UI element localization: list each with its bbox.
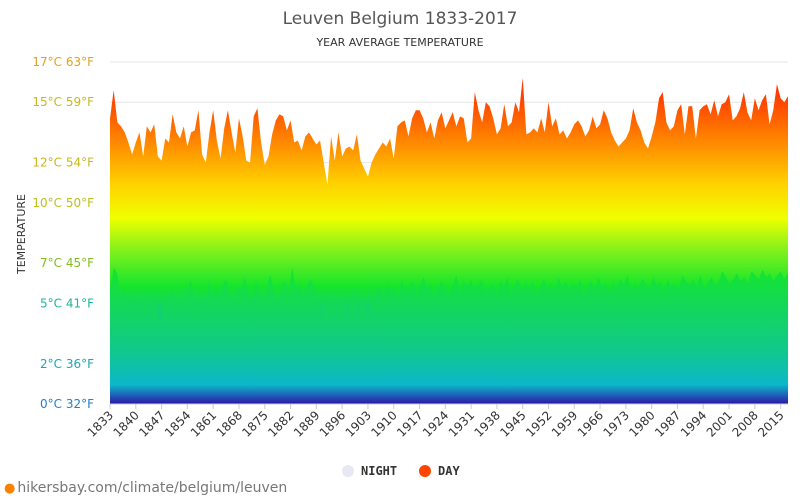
y-tick-label: 2°C 36°F: [40, 357, 94, 371]
legend-night-swatch[interactable]: [342, 465, 354, 477]
x-tick-label: 1924: [420, 408, 451, 439]
y-axis-label: TEMPERATURE: [15, 194, 28, 275]
x-tick-label: 1917: [394, 408, 425, 439]
x-tick-label: 2001: [704, 408, 735, 439]
x-tick-label: 1833: [85, 408, 116, 439]
x-tick-label: 1959: [549, 408, 580, 439]
x-tick-label: 1987: [652, 408, 683, 439]
x-tick-label: 1854: [162, 408, 193, 439]
legend: NIGHT DAY: [342, 464, 460, 478]
y-tick-label: 12°C 54°F: [32, 156, 94, 170]
x-tick-label: 1938: [472, 408, 503, 439]
series-night-area[interactable]: [110, 267, 788, 404]
y-tick-label: 7°C 45°F: [40, 256, 94, 270]
x-tick-label: 1966: [575, 408, 606, 439]
y-tick-label: 10°C 50°F: [32, 196, 94, 210]
x-tick-label: 2008: [729, 408, 760, 439]
x-tick-label: 1903: [343, 408, 374, 439]
legend-day-swatch[interactable]: [419, 465, 431, 477]
legend-day-label[interactable]: DAY: [438, 464, 460, 478]
x-tick-label: 1931: [446, 408, 477, 439]
x-tick-label: 1980: [626, 408, 657, 439]
x-tick-label: 1952: [523, 408, 554, 439]
y-tick-label: 17°C 63°F: [32, 55, 94, 69]
x-tick-label: 1847: [136, 408, 167, 439]
x-tick-label: 1910: [368, 408, 399, 439]
x-axis-ticks: 1833184018471854186118681875188218891896…: [85, 404, 787, 440]
x-tick-label: 1896: [317, 408, 348, 439]
x-tick-label: 1882: [265, 408, 296, 439]
y-tick-label: 0°C 32°F: [40, 397, 94, 411]
x-tick-label: 1945: [497, 408, 528, 439]
x-tick-label: 1973: [600, 408, 631, 439]
x-tick-label: 1889: [291, 408, 322, 439]
chart-title: Leuven Belgium 1833-2017: [283, 9, 518, 29]
x-tick-label: 1994: [678, 408, 709, 439]
y-tick-label: 5°C 41°F: [40, 296, 94, 310]
y-tick-label: 15°C 59°F: [32, 95, 94, 109]
source-text: hikersbay.com/climate/belgium/leuven: [17, 480, 288, 496]
plot-areas: [110, 78, 788, 405]
x-tick-label: 1868: [214, 408, 245, 439]
location-pin-icon: ●: [4, 481, 16, 496]
source-link[interactable]: ● hikersbay.com/climate/belgium/leuven: [4, 480, 287, 496]
chart-subtitle: YEAR AVERAGE TEMPERATURE: [315, 36, 483, 49]
x-tick-label: 1861: [188, 408, 219, 439]
y-axis-ticks: 0°C 32°F 2°C 36°F 5°C 41°F 7°C 45°F 10°C 50°…: [32, 55, 94, 411]
x-tick-label: 2015: [755, 408, 786, 439]
legend-night-label[interactable]: NIGHT: [361, 464, 397, 478]
x-tick-label: 1875: [239, 408, 270, 439]
x-tick-label: 1840: [110, 408, 141, 439]
